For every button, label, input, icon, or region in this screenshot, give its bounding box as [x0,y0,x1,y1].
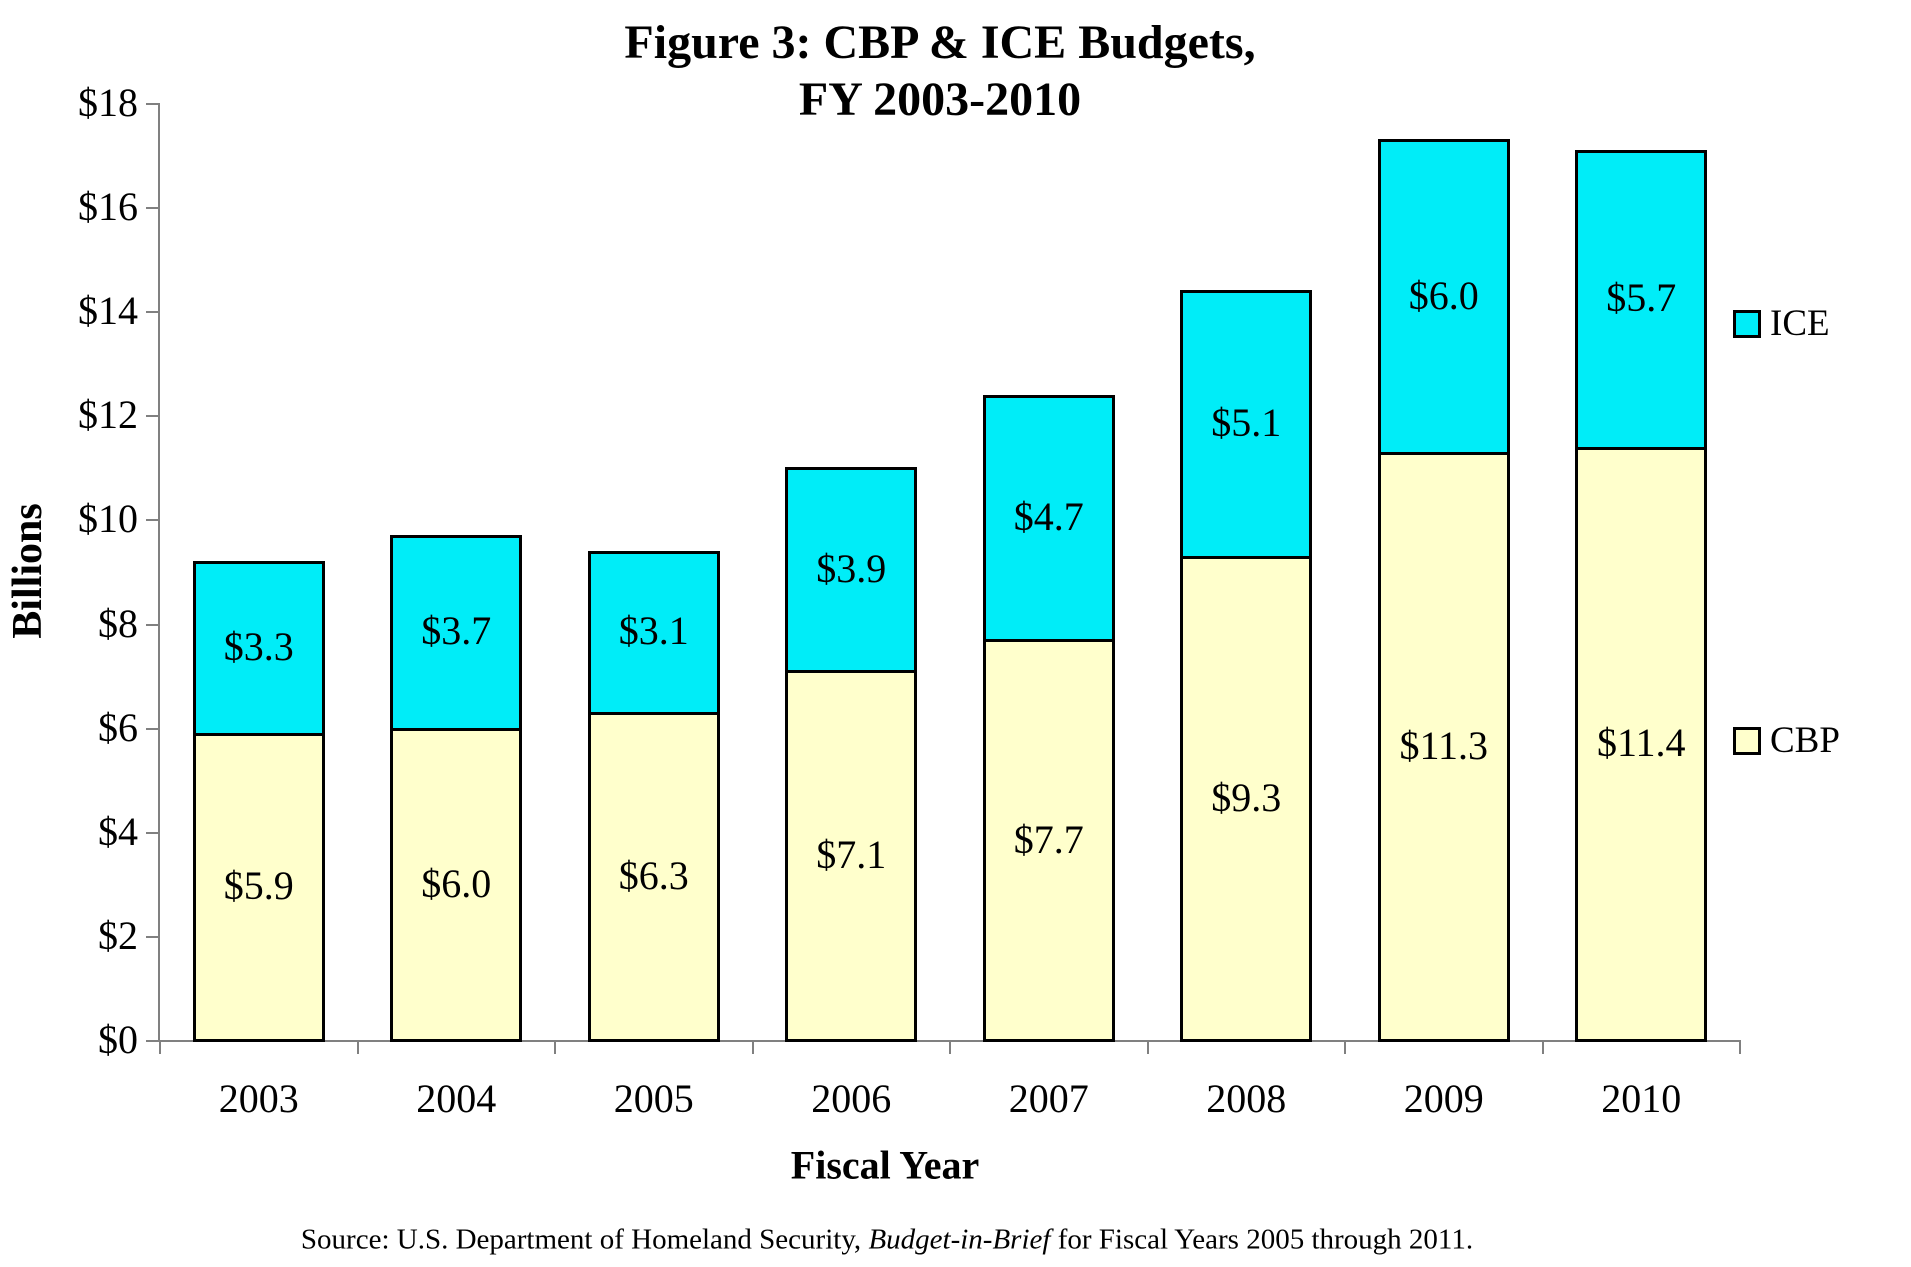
y-axis-line [158,103,160,1042]
y-tick-label: $14 [78,288,138,334]
bar-value-label-cbp: $9.3 [1211,774,1282,820]
bar-segment-cbp [587,712,720,1042]
y-tick-label: $18 [78,80,138,125]
x-category-label: 2003 [218,1076,299,1121]
x-tick [751,1040,754,1054]
bar-segment-cbp [192,732,325,1042]
bar-value-label-ice: $5.7 [1606,275,1677,321]
x-category-label: 2004 [416,1076,497,1121]
cbp-legend-label: CBP [1770,720,1840,761]
bar-value-label-ice: $3.1 [618,608,689,654]
y-tick-label: $16 [78,184,138,230]
y-tick-label: $12 [78,392,138,438]
x-tick [1541,1040,1544,1054]
x-tick [949,1040,951,1054]
bar-segment-cbp [982,639,1115,1042]
y-tick [146,103,160,105]
bar-segment-cbp [390,727,523,1042]
y-tick [146,519,160,522]
bar-segment-ice [390,535,523,731]
x-tick [159,1040,161,1054]
bar-value-label-cbp: $7.7 [1013,816,1084,862]
y-tick-label: $6 [98,704,138,750]
source-italic-title: Budget-in-Brief [868,1223,1051,1256]
y-tick [146,727,160,730]
bar-value-label-ice: $4.7 [1013,493,1084,539]
bar-segment-cbp [785,670,918,1042]
bar-value-label-cbp: $6.3 [618,853,689,899]
bar-value-label-ice: $3.3 [223,623,294,669]
x-category-label: 2009 [1403,1076,1484,1121]
y-tick-label: $10 [78,496,138,542]
chart-title-line1: Figure 3: CBP & ICE Budgets, [624,16,1256,69]
bar-value-label-ice: $3.7 [421,608,492,654]
y-tick-label: $2 [98,912,138,958]
x-category-label: 2006 [811,1076,892,1121]
x-category-label: 2007 [1008,1076,1089,1121]
bar-segment-ice [192,561,325,736]
x-tick [1146,1040,1149,1054]
y-axis-title: Billions [5,503,51,639]
bar-segment-ice [1180,290,1313,559]
bar-value-label-cbp: $11.3 [1399,722,1488,768]
chart-title: Figure 3: CBP & ICE Budgets, FY 2003-201… [0,14,1880,128]
x-category-label: 2005 [613,1076,694,1121]
x-tick [1344,1040,1346,1054]
x-tick [554,1040,556,1054]
y-tick-label: $8 [98,600,138,646]
x-tick [1739,1040,1741,1054]
bar-segment-ice [785,467,918,674]
x-category-label: 2008 [1206,1076,1287,1121]
y-tick [146,311,160,314]
bar-value-label-cbp: $5.9 [223,863,294,909]
bar-value-label-cbp: $11.4 [1596,720,1686,766]
x-category-label: 2010 [1601,1076,1682,1121]
legend-item-ice: ICE [1733,305,1830,342]
cbp-legend-swatch [1733,726,1761,755]
source-prefix: Source: U.S. Department of Homeland Secu… [300,1223,869,1256]
bar-segment-ice [1575,149,1708,450]
bar-segment-ice [982,394,1115,643]
bar-value-label-cbp: $6.0 [421,860,492,906]
bar-value-label-ice: $6.0 [1408,272,1479,318]
y-tick [146,415,160,418]
bar-value-label-ice: $3.9 [816,545,887,591]
bar-segment-cbp [1575,446,1708,1042]
ice-legend-label: ICE [1770,303,1830,344]
chart-title-line2: FY 2003-2010 [798,73,1082,126]
legend-item-cbp: CBP [1733,722,1840,759]
ice-legend-swatch [1733,309,1761,338]
x-axis-title: Fiscal Year [790,1142,980,1188]
bar-segment-cbp [1377,451,1510,1042]
bar-segment-ice [1377,139,1510,455]
bar-value-label-ice: $5.1 [1211,400,1282,446]
source-note: Source: U.S. Department of Homeland Secu… [301,1224,1473,1257]
x-tick [356,1040,359,1054]
y-tick [146,831,160,834]
bar-segment-cbp [1180,555,1313,1042]
y-tick [146,207,160,210]
source-suffix: for Fiscal Years 2005 through 2011. [1050,1223,1474,1256]
y-tick [146,623,160,626]
y-tick [146,1040,160,1042]
y-tick [146,935,160,938]
bar-value-label-cbp: $7.1 [816,832,887,878]
y-tick-label: $4 [98,808,138,854]
bar-segment-ice [587,550,720,716]
x-axis-line [146,1040,1740,1042]
y-tick-label: $0 [98,1017,138,1062]
